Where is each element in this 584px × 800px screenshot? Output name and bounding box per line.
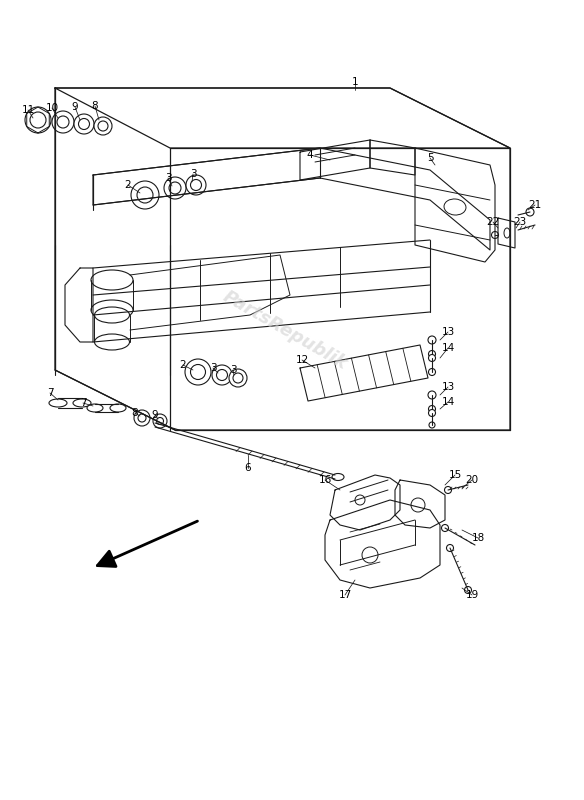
Circle shape: [138, 414, 146, 422]
Circle shape: [447, 545, 454, 551]
Circle shape: [411, 498, 425, 512]
Text: 8: 8: [131, 408, 138, 418]
Circle shape: [212, 365, 232, 385]
Text: 7: 7: [47, 388, 53, 398]
Text: 11: 11: [22, 105, 34, 115]
Circle shape: [153, 414, 167, 428]
Ellipse shape: [87, 404, 103, 412]
Circle shape: [429, 350, 436, 358]
Text: 8: 8: [92, 101, 98, 111]
Circle shape: [444, 486, 451, 494]
Ellipse shape: [444, 199, 466, 215]
Circle shape: [169, 182, 181, 194]
Circle shape: [428, 336, 436, 344]
Text: 4: 4: [307, 150, 313, 160]
Text: 1: 1: [352, 77, 359, 87]
Circle shape: [229, 369, 247, 387]
Text: 7: 7: [79, 398, 86, 408]
Text: 12: 12: [296, 355, 308, 365]
Text: PartsRepublik: PartsRepublik: [220, 287, 350, 373]
Circle shape: [429, 354, 436, 362]
Circle shape: [98, 121, 108, 131]
Circle shape: [164, 177, 186, 199]
Text: 3: 3: [190, 169, 196, 179]
Circle shape: [442, 525, 449, 531]
Circle shape: [190, 365, 206, 379]
Text: 13: 13: [442, 327, 454, 337]
Text: 19: 19: [465, 590, 479, 600]
Text: 2: 2: [180, 360, 186, 370]
Text: 3: 3: [165, 173, 171, 183]
Ellipse shape: [110, 404, 126, 412]
Circle shape: [429, 369, 436, 375]
Circle shape: [94, 117, 112, 135]
Circle shape: [134, 410, 150, 426]
Circle shape: [526, 208, 534, 216]
Circle shape: [137, 187, 153, 203]
Ellipse shape: [95, 334, 130, 350]
Text: 13: 13: [442, 382, 454, 392]
Circle shape: [355, 495, 365, 505]
Text: 22: 22: [486, 217, 500, 227]
Circle shape: [186, 175, 206, 195]
Circle shape: [78, 118, 89, 130]
Text: 14: 14: [442, 397, 454, 407]
Circle shape: [492, 231, 499, 238]
Text: 6: 6: [245, 463, 251, 473]
Ellipse shape: [95, 307, 130, 323]
Circle shape: [429, 422, 435, 428]
Circle shape: [57, 116, 69, 128]
Circle shape: [185, 359, 211, 385]
Text: 14: 14: [442, 343, 454, 353]
Text: 3: 3: [230, 365, 237, 375]
Circle shape: [131, 181, 159, 209]
Text: 23: 23: [513, 217, 527, 227]
Text: 18: 18: [471, 533, 485, 543]
Circle shape: [464, 586, 471, 594]
Text: 5: 5: [427, 153, 433, 163]
Text: 17: 17: [338, 590, 352, 600]
Circle shape: [428, 391, 436, 399]
Circle shape: [362, 547, 378, 563]
Circle shape: [74, 114, 94, 134]
Circle shape: [429, 410, 436, 417]
Text: 3: 3: [210, 363, 216, 373]
Ellipse shape: [91, 300, 133, 320]
Text: 2: 2: [125, 180, 131, 190]
Ellipse shape: [91, 270, 133, 290]
Ellipse shape: [332, 474, 344, 481]
Text: 9: 9: [72, 102, 78, 112]
Circle shape: [25, 107, 51, 133]
Circle shape: [157, 418, 164, 425]
Circle shape: [217, 370, 228, 381]
Circle shape: [429, 406, 436, 413]
Text: 15: 15: [449, 470, 461, 480]
Circle shape: [190, 179, 201, 190]
Ellipse shape: [504, 228, 510, 238]
Text: 9: 9: [152, 410, 158, 420]
Circle shape: [52, 111, 74, 133]
Ellipse shape: [73, 399, 91, 407]
Text: 10: 10: [46, 103, 58, 113]
Text: 21: 21: [529, 200, 541, 210]
Circle shape: [233, 373, 243, 383]
Text: 16: 16: [318, 475, 332, 485]
Circle shape: [30, 112, 46, 128]
Text: 20: 20: [465, 475, 478, 485]
Ellipse shape: [49, 399, 67, 407]
